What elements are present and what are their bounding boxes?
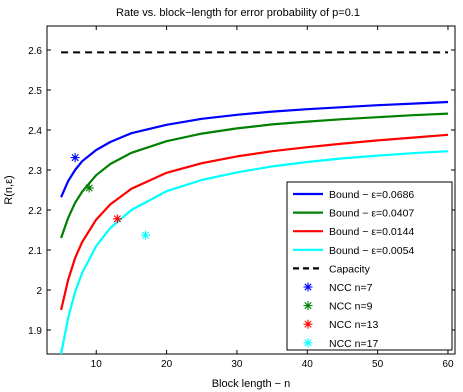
y-axis-label: R(n,ε) [3, 175, 15, 204]
legend-label-4: Capacity [329, 263, 371, 275]
legend-box [286, 181, 453, 351]
legend-label-5: NCC n=7 [329, 282, 373, 294]
series-5-point [70, 153, 80, 163]
x-tick-label: 30 [231, 359, 243, 370]
legend-marker-5 [303, 282, 313, 292]
series-1-line [60, 112, 449, 239]
legend-label-1: Bound − ε=0.0407 [329, 208, 414, 220]
legend-marker-6 [303, 301, 313, 311]
series-7-point [112, 214, 122, 224]
y-tick-label: 1.9 [28, 326, 42, 337]
series-6-point [84, 183, 94, 193]
legend-entries: Bound − ε=0.0686 Bound − ε=0.0407 Bound − … [293, 189, 414, 350]
legend-marker-8 [303, 338, 313, 348]
legend-label-7: NCC n=13 [329, 319, 378, 331]
y-tick-label: 2 [36, 286, 42, 297]
y-tick-label: 2.1 [28, 246, 42, 257]
legend-label-0: Bound − ε=0.0686 [329, 189, 414, 201]
series-layer [60, 51, 449, 355]
x-tick-label: 20 [161, 359, 173, 370]
y-tick-label: 2.6 [28, 46, 42, 57]
series-8-point [140, 230, 150, 240]
x-axis-label: Block length − n [212, 378, 291, 390]
legend-label-3: Bound − ε=0.0054 [329, 245, 414, 257]
y-tick-label: 2.3 [28, 166, 42, 177]
y-tick-label: 2.4 [28, 126, 42, 137]
legend-label-6: NCC n=9 [329, 301, 373, 313]
legend-marker-7 [303, 319, 313, 329]
series-0-line [60, 100, 449, 198]
y-tick-label: 2.2 [28, 206, 42, 217]
legend: Bound − ε=0.0686 Bound − ε=0.0407 Bound − … [286, 181, 453, 351]
x-tick-label: 60 [442, 359, 454, 370]
tick-layer: 10 20 30 40 50 60 1.9 2 2.1 2.2 2.3 2.4 2.5 2.6 [28, 26, 455, 370]
series-3-line [60, 150, 449, 355]
x-tick-label: 40 [302, 359, 314, 370]
chart-title: Rate vs. block−length for error probabil… [116, 7, 360, 19]
legend-label-8: NCC n=17 [329, 338, 378, 350]
legend-label-2: Bound − ε=0.0144 [329, 226, 414, 238]
x-tick-label: 50 [372, 359, 384, 370]
x-tick-label: 10 [91, 359, 103, 370]
series-2-line [60, 133, 449, 311]
y-tick-label: 2.5 [28, 86, 42, 97]
